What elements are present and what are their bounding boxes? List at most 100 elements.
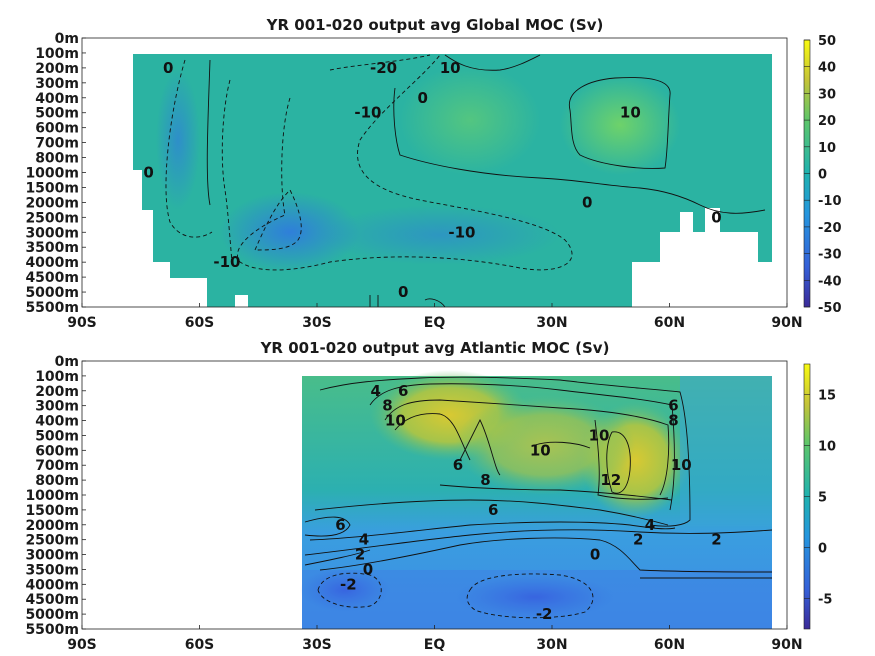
y-tick-label: 2000m (25, 518, 79, 534)
global-colorbar-ticks: 50 40 30 20 10 0 -10 -20 -30 -40 -50 (804, 34, 842, 316)
y-tick-label: 100m (35, 369, 79, 385)
contour-label: 10 (440, 59, 461, 77)
y-tick-label: 1000m (25, 166, 79, 182)
contour-label: -2 (536, 605, 553, 623)
x-tick-label: 30N (536, 637, 567, 653)
y-tick-label: 1500m (25, 503, 79, 519)
y-tick-label: 5000m (25, 607, 79, 623)
x-tick-label: 90S (67, 315, 97, 331)
y-tick-label: 4500m (25, 592, 79, 608)
atlantic-low-west (300, 568, 390, 612)
colorbar-tick-label: -30 (818, 248, 842, 263)
contour-label: 2 (711, 531, 721, 549)
contour-label: -10 (213, 253, 240, 271)
colorbar-tick-label: -10 (818, 194, 842, 209)
colorbar-tick-label: 50 (818, 34, 836, 49)
y-tick-label: 800m (35, 151, 79, 167)
y-tick-label: 2000m (25, 195, 79, 211)
atlantic-chart-title: YR 001-020 output avg Atlantic MOC (Sv) (260, 339, 610, 357)
y-tick-label: 300m (35, 76, 79, 92)
y-tick-label: 200m (35, 384, 79, 400)
contour-label: 10 (385, 412, 406, 430)
contour-label: 8 (480, 471, 490, 489)
contour-label: -20 (370, 59, 397, 77)
colorbar-tick-label: 0 (818, 168, 827, 183)
y-tick-label: 2500m (25, 533, 79, 549)
y-tick-label: 500m (35, 428, 79, 444)
y-tick-label: 4000m (25, 255, 79, 271)
x-tick-label: 60N (654, 637, 685, 653)
y-tick-label: 800m (35, 473, 79, 489)
atlantic-x-axis: 90S 60S 30S EQ 30N 60N 90N (67, 625, 803, 653)
global-north-high (560, 75, 680, 175)
contour-label: -2 (340, 575, 357, 593)
x-tick-label: 60S (185, 315, 215, 331)
atlantic-high-core-mid (455, 395, 635, 495)
global-south-low (156, 70, 200, 210)
colorbar-tick-label: 10 (818, 141, 836, 156)
atlantic-moc-panel: YR 001-020 output avg Atlantic MOC (Sv) (25, 339, 836, 653)
contour-label: 2 (633, 531, 643, 549)
contour-label: 0 (143, 164, 153, 182)
contour-label: 0 (363, 560, 373, 578)
y-tick-label: 1500m (25, 180, 79, 196)
contour-label: -10 (448, 223, 475, 241)
atlantic-low-center (455, 575, 615, 619)
global-deep-low (220, 192, 360, 272)
global-field (133, 54, 772, 307)
atlantic-y-axis: 0m100m200m300m400m500m600m700m800m1000m1… (25, 354, 86, 638)
colorbar-tick-label: -5 (818, 592, 832, 607)
atlantic-north-band (680, 376, 772, 526)
y-tick-label: 0m (55, 354, 79, 370)
x-tick-label: 90N (771, 315, 802, 331)
y-tick-label: 1000m (25, 488, 79, 504)
y-tick-label: 3500m (25, 240, 79, 256)
contour-label: 12 (600, 471, 621, 489)
contour-label: 4 (645, 516, 655, 534)
contour-label: 0 (418, 89, 428, 107)
global-contour-labels: 0 -20 10 -10 0 10 0 0 0 -10 -10 0 (143, 59, 721, 301)
contour-label: 10 (671, 456, 692, 474)
y-tick-label: 4500m (25, 270, 79, 286)
colorbar-tick-label: 5 (818, 491, 827, 506)
contour-label: 6 (335, 516, 345, 534)
x-tick-label: 30N (536, 315, 567, 331)
y-tick-label: 3000m (25, 548, 79, 564)
atlantic-contours (304, 376, 773, 619)
colorbar-tick-label: 10 (818, 440, 836, 455)
colorbar-tick-label: -20 (818, 221, 842, 236)
global-y-axis: 0m100m200m300m400m500m600m700m800m1000m1… (25, 31, 86, 316)
y-tick-label: 5500m (25, 622, 79, 638)
colorbar-tick-label: 30 (818, 87, 836, 102)
y-tick-label: 3000m (25, 225, 79, 241)
y-tick-label: 5500m (25, 300, 79, 316)
contour-label: 4 (359, 531, 369, 549)
y-tick-label: 3500m (25, 562, 79, 578)
colorbar-tick-label: 20 (818, 114, 836, 129)
y-tick-label: 200m (35, 61, 79, 77)
y-tick-label: 300m (35, 399, 79, 415)
global-chart-title: YR 001-020 output avg Global MOC (Sv) (266, 16, 604, 34)
y-tick-label: 0m (55, 31, 79, 47)
y-tick-label: 600m (35, 121, 79, 137)
contour-label: 0 (398, 283, 408, 301)
y-tick-label: 600m (35, 443, 79, 459)
contour-label: 0 (590, 546, 600, 564)
x-tick-label: 30S (302, 315, 332, 331)
contour-label: 4 (371, 382, 381, 400)
x-tick-label: 30S (302, 637, 332, 653)
x-tick-label: 90S (67, 637, 97, 653)
contour-label: 0 (711, 208, 721, 226)
y-tick-label: 500m (35, 106, 79, 122)
global-contours (165, 54, 766, 308)
contour-label: 6 (398, 382, 408, 400)
atlantic-colorbar-ticks: 15 10 5 0 -5 (804, 389, 836, 607)
x-tick-label: 60N (654, 315, 685, 331)
contour-label: 8 (668, 412, 678, 430)
global-deep-low-2 (320, 205, 560, 265)
contour-label: 10 (620, 104, 641, 122)
x-tick-label: EQ (424, 637, 446, 653)
contour-label: 6 (453, 456, 463, 474)
